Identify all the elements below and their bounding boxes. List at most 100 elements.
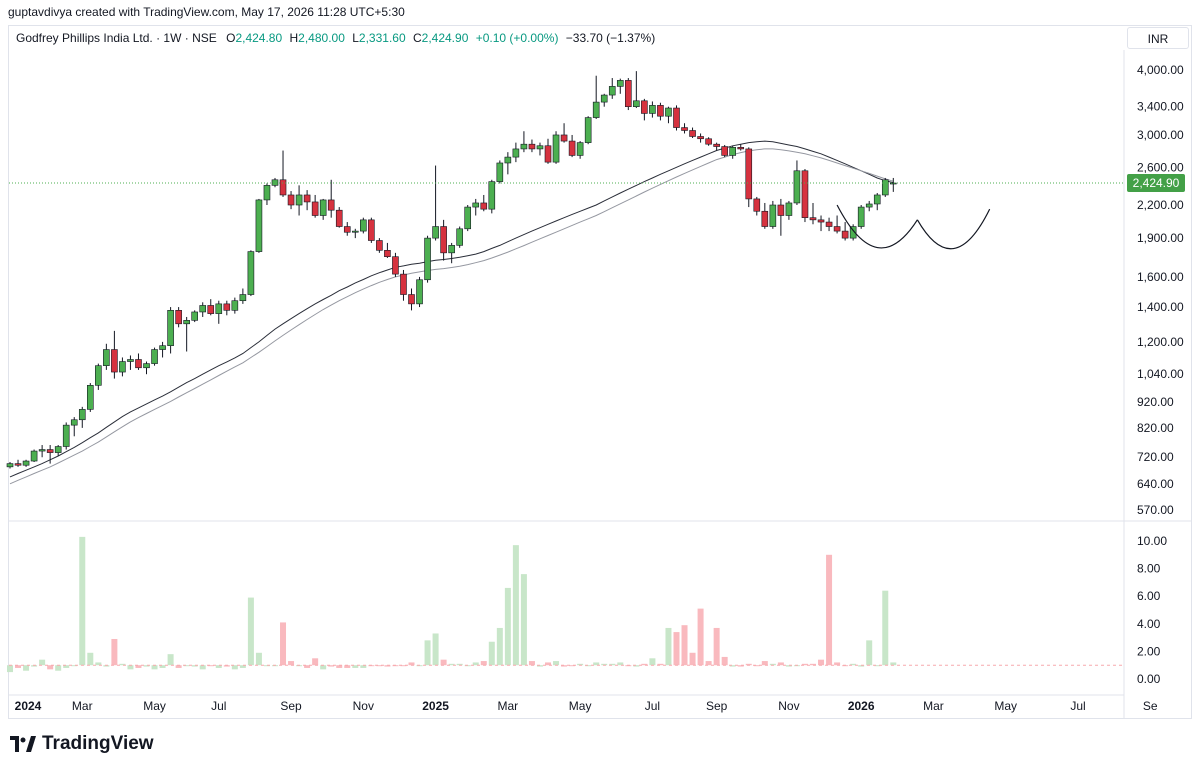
candle[interactable] bbox=[384, 250, 391, 257]
candle[interactable] bbox=[777, 204, 785, 216]
candle[interactable] bbox=[239, 294, 247, 302]
candle[interactable] bbox=[22, 460, 30, 466]
candle[interactable] bbox=[30, 450, 38, 462]
candle[interactable] bbox=[191, 311, 198, 321]
candle[interactable] bbox=[416, 279, 423, 305]
candle[interactable] bbox=[769, 204, 777, 227]
candle[interactable] bbox=[865, 203, 873, 208]
candle[interactable] bbox=[303, 194, 311, 203]
candle[interactable] bbox=[825, 221, 833, 227]
candle[interactable] bbox=[488, 181, 496, 210]
candle[interactable] bbox=[464, 206, 472, 230]
candle[interactable] bbox=[119, 361, 126, 373]
candle[interactable] bbox=[633, 100, 640, 108]
candle[interactable] bbox=[54, 446, 62, 453]
candle[interactable] bbox=[745, 148, 753, 200]
candle[interactable] bbox=[247, 251, 255, 295]
candle[interactable] bbox=[689, 130, 696, 137]
candle[interactable] bbox=[215, 303, 223, 314]
candle[interactable] bbox=[103, 349, 110, 366]
candle[interactable] bbox=[721, 146, 728, 156]
candle[interactable] bbox=[841, 230, 849, 239]
candle[interactable] bbox=[641, 100, 648, 114]
candle[interactable] bbox=[849, 226, 857, 239]
candle[interactable] bbox=[335, 209, 343, 227]
candle[interactable] bbox=[649, 105, 656, 114]
candle[interactable] bbox=[616, 80, 624, 87]
candle[interactable] bbox=[279, 179, 287, 196]
candle[interactable] bbox=[889, 182, 897, 185]
candle[interactable] bbox=[70, 419, 78, 426]
candle[interactable] bbox=[584, 117, 592, 143]
candle[interactable] bbox=[135, 359, 142, 369]
candle[interactable] bbox=[143, 363, 150, 369]
candle[interactable] bbox=[95, 365, 102, 386]
candle[interactable] bbox=[881, 179, 889, 196]
candle[interactable] bbox=[207, 305, 215, 314]
candle[interactable] bbox=[351, 230, 359, 233]
candle[interactable] bbox=[111, 349, 118, 373]
candle[interactable] bbox=[38, 449, 46, 452]
candle[interactable] bbox=[287, 194, 295, 206]
candle[interactable] bbox=[504, 156, 512, 164]
candle[interactable] bbox=[480, 202, 488, 210]
candle[interactable] bbox=[576, 142, 584, 156]
candle[interactable] bbox=[456, 228, 463, 246]
candle[interactable] bbox=[496, 162, 504, 182]
candle[interactable] bbox=[472, 202, 480, 208]
candle[interactable] bbox=[817, 219, 825, 223]
candle[interactable] bbox=[560, 134, 568, 142]
candle[interactable] bbox=[809, 217, 817, 221]
candle[interactable] bbox=[528, 143, 536, 150]
candle[interactable] bbox=[151, 349, 158, 364]
candle[interactable] bbox=[520, 143, 528, 150]
candle[interactable] bbox=[544, 145, 552, 163]
candle[interactable] bbox=[424, 237, 431, 281]
candle[interactable] bbox=[231, 300, 239, 311]
candle[interactable] bbox=[681, 127, 688, 131]
candle[interactable] bbox=[360, 219, 367, 232]
candle[interactable] bbox=[761, 210, 769, 227]
candle[interactable] bbox=[78, 409, 86, 421]
candle[interactable] bbox=[737, 147, 745, 150]
candle[interactable] bbox=[793, 170, 801, 204]
candle[interactable] bbox=[295, 194, 303, 206]
candle[interactable] bbox=[440, 226, 447, 254]
candle[interactable] bbox=[873, 194, 881, 205]
candle[interactable] bbox=[159, 345, 166, 350]
candle[interactable] bbox=[368, 219, 375, 241]
candle[interactable] bbox=[697, 136, 704, 140]
candle[interactable] bbox=[62, 424, 70, 447]
candle[interactable] bbox=[608, 86, 616, 96]
candle[interactable] bbox=[600, 94, 608, 103]
candle[interactable] bbox=[536, 145, 544, 150]
candle[interactable] bbox=[87, 385, 94, 410]
candle[interactable] bbox=[127, 359, 134, 362]
candle[interactable] bbox=[657, 105, 664, 117]
candle[interactable] bbox=[327, 199, 335, 211]
candle[interactable] bbox=[392, 256, 399, 275]
candle[interactable] bbox=[552, 134, 560, 163]
candle[interactable] bbox=[183, 320, 190, 325]
candle[interactable] bbox=[376, 240, 383, 251]
candle[interactable] bbox=[713, 143, 720, 147]
candle[interactable] bbox=[14, 463, 22, 466]
candle[interactable] bbox=[199, 305, 207, 313]
candle[interactable] bbox=[673, 107, 680, 128]
candle[interactable] bbox=[625, 80, 632, 108]
candle[interactable] bbox=[833, 226, 841, 232]
candle[interactable] bbox=[400, 273, 407, 295]
candle[interactable] bbox=[432, 226, 439, 239]
candle[interactable] bbox=[705, 138, 712, 145]
symbol-name[interactable]: Godfrey Phillips India Ltd. · 1W · NSE bbox=[16, 31, 217, 45]
candle[interactable] bbox=[408, 294, 415, 305]
candle[interactable] bbox=[665, 107, 672, 117]
candle[interactable] bbox=[729, 147, 737, 156]
candle[interactable] bbox=[592, 101, 600, 118]
candle[interactable] bbox=[319, 199, 327, 216]
candle[interactable] bbox=[271, 179, 279, 186]
candle[interactable] bbox=[6, 463, 14, 468]
candle[interactable] bbox=[801, 170, 809, 218]
candle[interactable] bbox=[512, 148, 520, 158]
